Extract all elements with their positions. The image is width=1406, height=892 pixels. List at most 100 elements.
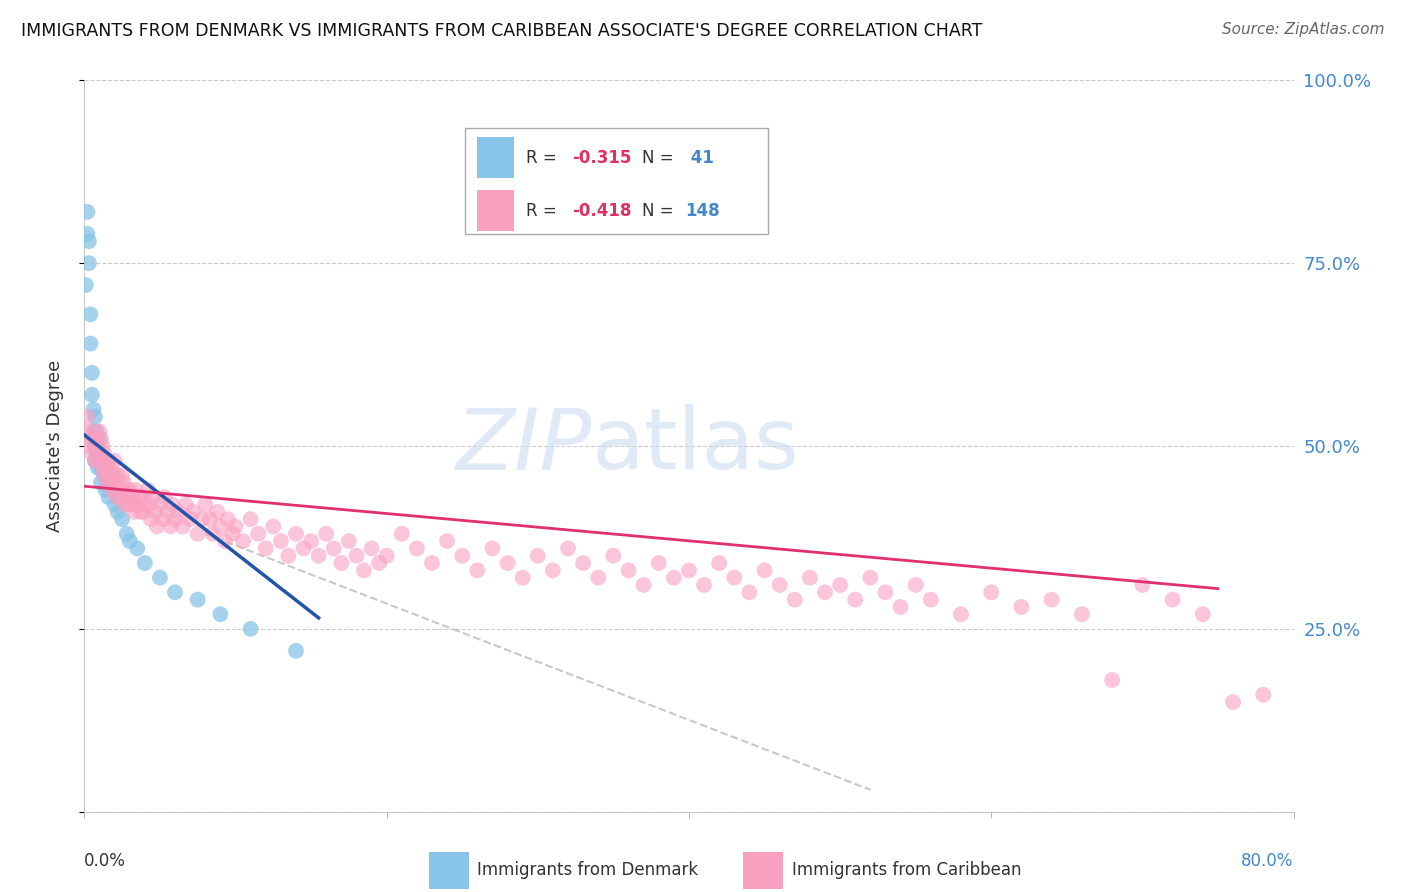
Point [101, 468, 124, 483]
Point [179, 512, 201, 526]
Point [93, 468, 115, 483]
Point [254, 541, 277, 556]
Point [82, 425, 104, 439]
Point [129, 505, 152, 519]
Point [165, 512, 187, 526]
Point [557, 541, 579, 556]
Point [134, 556, 156, 570]
Point [572, 556, 595, 570]
Point [97, 490, 120, 504]
Point [875, 585, 897, 599]
Text: Source: ZipAtlas.com: Source: ZipAtlas.com [1222, 22, 1385, 37]
Point [97, 468, 120, 483]
Point [512, 571, 534, 585]
Point [90, 432, 112, 446]
Point [181, 505, 204, 519]
Point [104, 475, 127, 490]
Text: 41: 41 [685, 149, 714, 167]
Point [145, 505, 167, 519]
Point [214, 534, 236, 549]
Point [391, 526, 413, 541]
Point [814, 585, 837, 599]
Point [100, 483, 122, 497]
Point [662, 571, 685, 585]
Text: 0.0%: 0.0% [84, 852, 127, 870]
Point [76, 205, 98, 219]
Point [1101, 673, 1123, 687]
Point [1161, 592, 1184, 607]
Point [87, 439, 110, 453]
Point [152, 512, 174, 526]
Point [950, 607, 973, 622]
Point [121, 490, 143, 504]
Point [89, 446, 111, 460]
Point [89, 432, 111, 446]
Point [90, 461, 112, 475]
Text: 80.0%: 80.0% [1241, 852, 1294, 870]
Point [678, 563, 700, 577]
Point [541, 563, 564, 577]
Point [118, 534, 141, 549]
Point [136, 483, 159, 497]
Point [330, 556, 353, 570]
Point [132, 505, 155, 519]
Point [167, 505, 190, 519]
Text: 148: 148 [685, 202, 720, 219]
Point [160, 498, 183, 512]
Point [76, 227, 98, 241]
Point [194, 498, 217, 512]
Point [91, 461, 114, 475]
Point [201, 526, 224, 541]
Point [360, 541, 382, 556]
Bar [429, 852, 468, 888]
Point [86, 453, 108, 467]
Point [77, 439, 100, 453]
Point [134, 498, 156, 512]
Point [799, 571, 821, 585]
Point [920, 592, 942, 607]
Point [436, 534, 458, 549]
Point [127, 541, 149, 556]
Text: -0.315: -0.315 [572, 149, 631, 167]
Point [1222, 695, 1244, 709]
Point [94, 453, 117, 467]
Point [115, 526, 138, 541]
Point [783, 592, 806, 607]
Point [633, 578, 655, 592]
Point [209, 519, 232, 533]
Point [467, 563, 489, 577]
Point [93, 468, 115, 483]
Point [481, 541, 503, 556]
Point [84, 439, 107, 453]
Text: R =: R = [526, 149, 562, 167]
Point [75, 278, 97, 293]
Point [239, 622, 262, 636]
Point [187, 526, 209, 541]
Point [77, 256, 100, 270]
Point [87, 461, 110, 475]
Point [89, 425, 111, 439]
Point [292, 541, 315, 556]
Point [648, 556, 671, 570]
Text: Immigrants from Denmark: Immigrants from Denmark [478, 862, 699, 880]
Point [90, 475, 112, 490]
Point [830, 578, 852, 592]
Point [93, 446, 115, 460]
Point [111, 490, 134, 504]
Point [337, 534, 360, 549]
Point [890, 599, 912, 614]
Point [159, 519, 181, 533]
Point [1011, 599, 1033, 614]
Point [207, 505, 229, 519]
Point [527, 549, 550, 563]
Point [754, 563, 776, 577]
Point [89, 453, 111, 467]
Point [262, 519, 284, 533]
Point [80, 388, 103, 402]
Point [91, 453, 114, 467]
Point [97, 453, 120, 467]
Point [108, 475, 131, 490]
Point [277, 549, 299, 563]
Point [375, 549, 398, 563]
Point [84, 439, 107, 453]
